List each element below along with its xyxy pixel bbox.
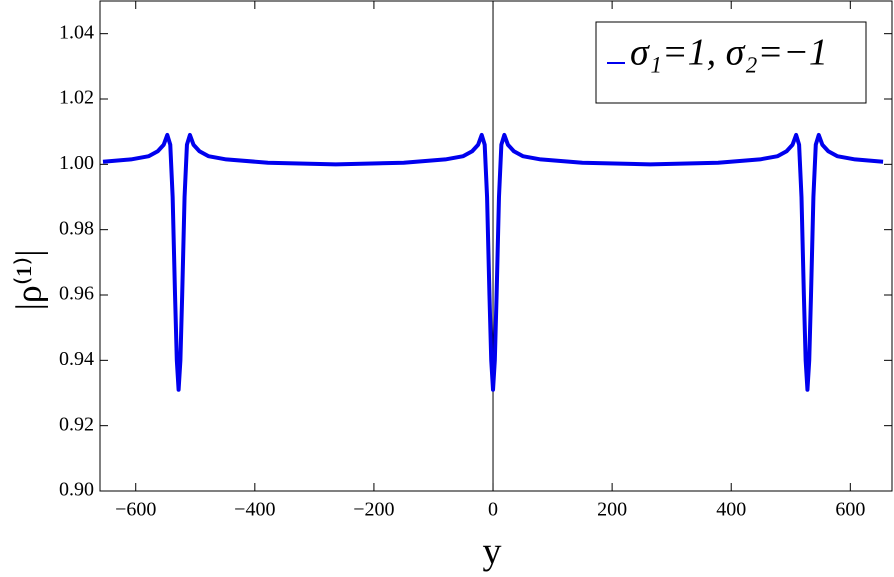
y-tick-label: 0.94 xyxy=(59,348,94,370)
x-tick-label: 400 xyxy=(716,499,746,521)
y-tick-label: 0.90 xyxy=(59,479,94,501)
x-axis-label: y xyxy=(483,531,502,573)
x-tick-label: 0 xyxy=(488,499,498,521)
y-tick-label: 1.00 xyxy=(59,152,94,174)
legend-box xyxy=(595,21,867,104)
data-line xyxy=(102,132,884,392)
x-tick-label: 200 xyxy=(597,499,627,521)
y-tick-label: 0.96 xyxy=(59,283,94,305)
y-tick-label: 0.98 xyxy=(59,217,94,239)
x-tick-label: −600 xyxy=(115,499,156,521)
x-tick-label: −200 xyxy=(353,499,394,521)
x-tick-label: 600 xyxy=(835,499,865,521)
y-axis-label: |ρ⁽¹⁾| xyxy=(8,250,48,311)
legend-label: σ₁=1, σ₂=−1 xyxy=(630,32,828,74)
y-tick-label: 0.92 xyxy=(59,413,94,435)
y-tick-label: 1.02 xyxy=(59,87,94,109)
frame xyxy=(99,0,893,492)
x-tick-label: −400 xyxy=(234,499,275,521)
y-tick-label: 1.04 xyxy=(59,21,94,43)
